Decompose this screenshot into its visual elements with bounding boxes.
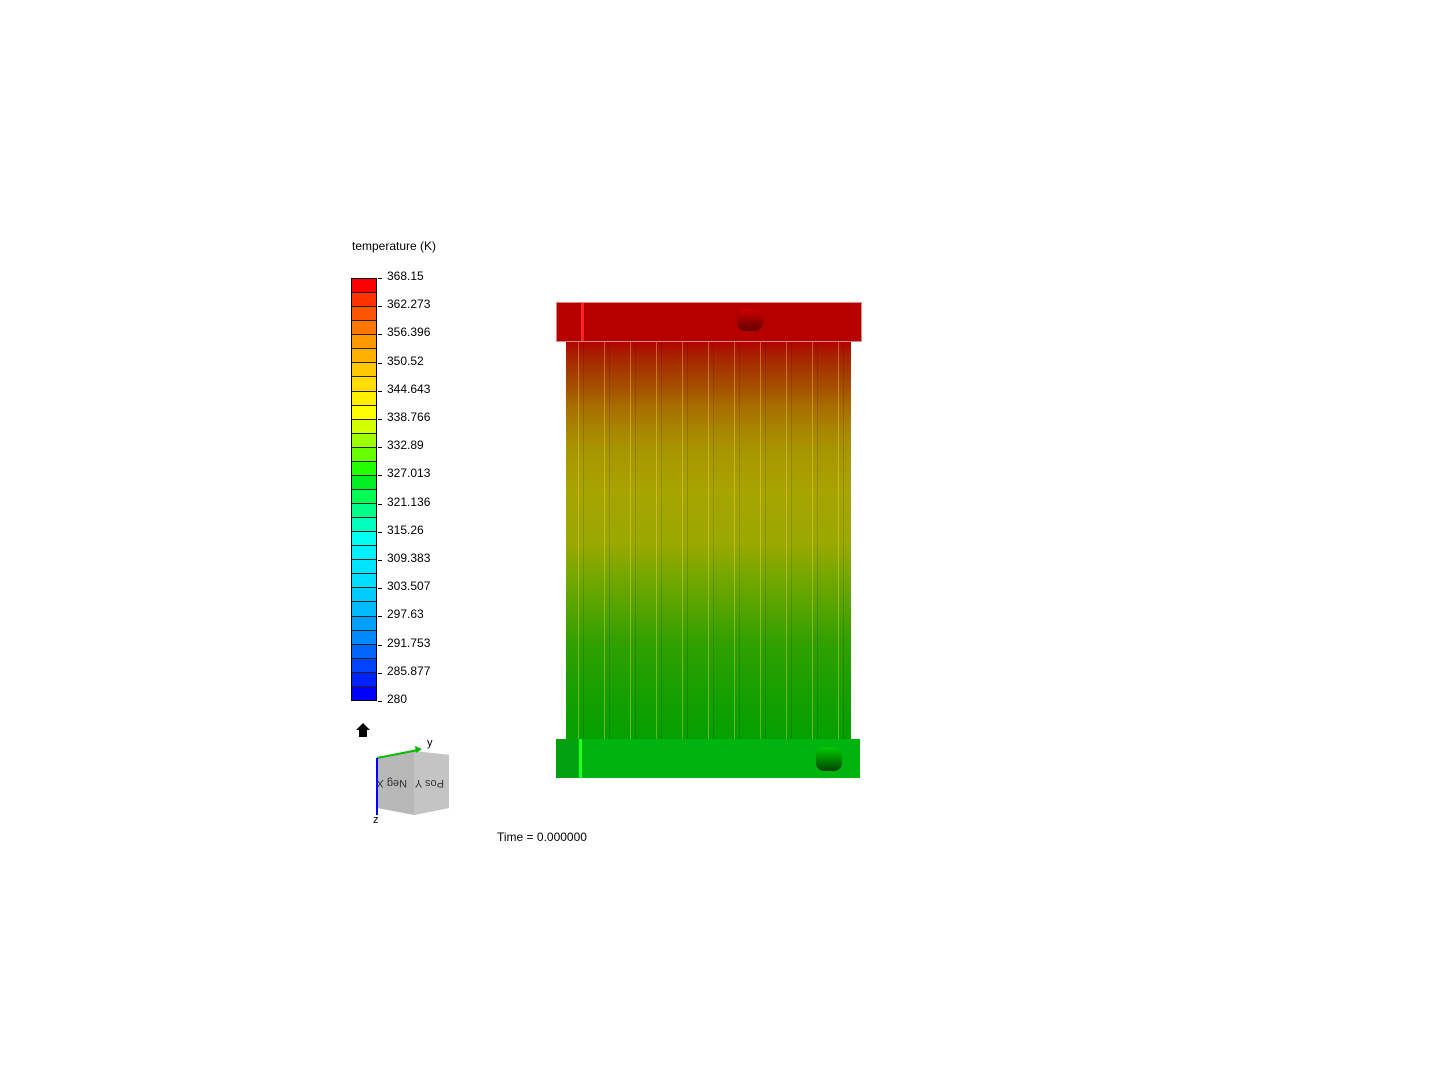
legend-band bbox=[352, 560, 376, 575]
legend-label: 332.89 bbox=[387, 438, 424, 453]
time-label: Time = 0.000000 bbox=[497, 830, 587, 844]
legend-band bbox=[352, 349, 376, 364]
legend-band bbox=[352, 335, 376, 350]
legend-tick bbox=[378, 616, 382, 618]
heat-exchanger-bottom-header bbox=[556, 739, 860, 778]
axis-y-label: y bbox=[427, 737, 433, 749]
home-view-button[interactable] bbox=[355, 722, 371, 738]
legend-tick bbox=[378, 362, 382, 364]
legend-band bbox=[352, 447, 376, 462]
legend-label: 344.643 bbox=[387, 381, 431, 396]
legend-band bbox=[352, 672, 376, 687]
legend-tick bbox=[378, 531, 382, 533]
legend-band bbox=[352, 602, 376, 617]
legend-band bbox=[352, 377, 376, 392]
legend-tick bbox=[378, 475, 382, 477]
heat-exchanger-core bbox=[566, 340, 851, 739]
legend-label: 356.396 bbox=[387, 325, 431, 340]
legend-label: 280 bbox=[387, 692, 408, 706]
legend-band bbox=[352, 546, 376, 561]
color-legend-bar bbox=[351, 278, 377, 701]
legend-label: 368.15 bbox=[387, 269, 424, 283]
legend-tick bbox=[378, 588, 382, 590]
legend-tick bbox=[378, 306, 382, 308]
legend-tick bbox=[378, 644, 382, 646]
legend-label: 315.26 bbox=[387, 522, 424, 537]
axis-z-label: z bbox=[373, 814, 379, 825]
legend-band bbox=[352, 321, 376, 336]
legend-band bbox=[352, 489, 376, 504]
legend-label: 303.507 bbox=[387, 579, 431, 594]
legend-label: 309.383 bbox=[387, 551, 431, 565]
legend-band bbox=[352, 630, 376, 645]
legend-label: 297.63 bbox=[387, 607, 424, 622]
legend-label: 362.273 bbox=[387, 297, 431, 312]
legend-band bbox=[352, 391, 376, 406]
legend-tick bbox=[378, 278, 382, 279]
cube-face-neg-x: Neg X bbox=[376, 777, 407, 789]
legend-band bbox=[352, 686, 376, 700]
legend-band bbox=[352, 574, 376, 589]
legend-tick bbox=[378, 447, 382, 449]
heat-exchanger-top-header bbox=[556, 302, 862, 342]
legend-band bbox=[352, 405, 376, 420]
legend-band bbox=[352, 504, 376, 519]
legend-band bbox=[352, 433, 376, 448]
legend-tick bbox=[378, 701, 382, 702]
home-icon bbox=[356, 723, 370, 737]
legend-tick bbox=[378, 334, 382, 336]
legend-label: 350.52 bbox=[387, 353, 424, 368]
legend-band bbox=[352, 588, 376, 603]
legend-tick bbox=[378, 503, 382, 505]
legend-tick bbox=[378, 390, 382, 392]
legend-band bbox=[352, 363, 376, 378]
legend-tick bbox=[378, 672, 382, 674]
legend-tick bbox=[378, 560, 382, 561]
legend-title: temperature (K) bbox=[352, 239, 437, 253]
legend-band bbox=[352, 293, 376, 308]
legend-label: 291.753 bbox=[387, 635, 431, 650]
legend-label: 338.766 bbox=[387, 410, 431, 424]
legend-band bbox=[352, 279, 376, 294]
legend-band bbox=[352, 658, 376, 673]
legend-tick bbox=[378, 419, 382, 420]
orientation-cube[interactable]: Neg X Pos Y y z bbox=[370, 735, 460, 826]
legend-label: 285.877 bbox=[387, 663, 431, 678]
cube-face-pos-y: Pos Y bbox=[414, 777, 444, 789]
legend-band bbox=[352, 532, 376, 547]
heat-exchanger-tubes bbox=[566, 340, 851, 739]
legend-band bbox=[352, 475, 376, 490]
legend-band bbox=[352, 419, 376, 434]
legend-band bbox=[352, 518, 376, 533]
legend-label: 321.136 bbox=[387, 494, 431, 509]
legend-label: 327.013 bbox=[387, 466, 431, 481]
legend-band bbox=[352, 644, 376, 659]
legend-band bbox=[352, 461, 376, 476]
legend-band bbox=[352, 616, 376, 631]
legend-band bbox=[352, 307, 376, 322]
